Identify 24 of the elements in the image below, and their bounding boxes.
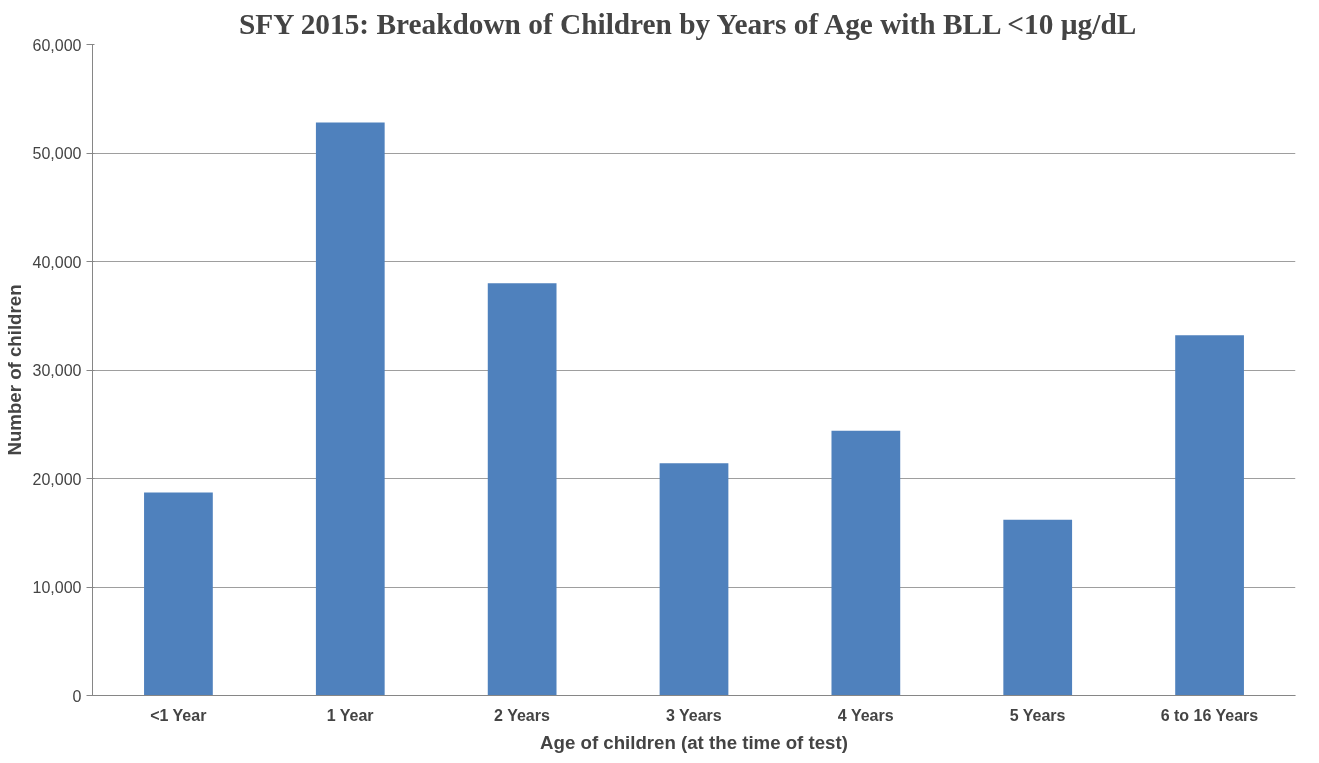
x-tick-label: 2 Years bbox=[494, 706, 550, 724]
x-tick-label: 6 to 16 Years bbox=[1160, 706, 1259, 724]
y-tick-label: 50,000 bbox=[32, 145, 82, 162]
x-axis-title: Age of children (at the time of test) bbox=[540, 731, 848, 753]
x-tick-label: 5 Years bbox=[1009, 706, 1066, 724]
bar bbox=[659, 463, 729, 696]
bar bbox=[1175, 335, 1244, 696]
bar bbox=[315, 122, 385, 696]
x-tick-label: 4 Years bbox=[837, 706, 894, 724]
bar bbox=[831, 430, 901, 696]
y-tick-label: 10,000 bbox=[32, 579, 82, 596]
x-tick-label: 3 Years bbox=[665, 706, 722, 724]
chart-title: SFY 2015: Breakdown of Children by Years of Age with BLL <10 µg/dL bbox=[238, 7, 1137, 40]
y-tick-label: 20,000 bbox=[32, 470, 82, 488]
bar bbox=[1003, 519, 1073, 696]
y-axis-title: Number of children bbox=[3, 284, 25, 456]
x-tick-label: 1 Year bbox=[326, 706, 374, 724]
bar bbox=[144, 492, 213, 696]
x-tick-label: <1 Year bbox=[150, 706, 207, 724]
y-tick-label: 60,000 bbox=[32, 36, 82, 54]
y-tick-label: 30,000 bbox=[32, 362, 82, 379]
y-tick-label: 40,000 bbox=[32, 253, 82, 271]
y-tick-label: 0 bbox=[72, 687, 82, 705]
bar bbox=[487, 283, 557, 696]
